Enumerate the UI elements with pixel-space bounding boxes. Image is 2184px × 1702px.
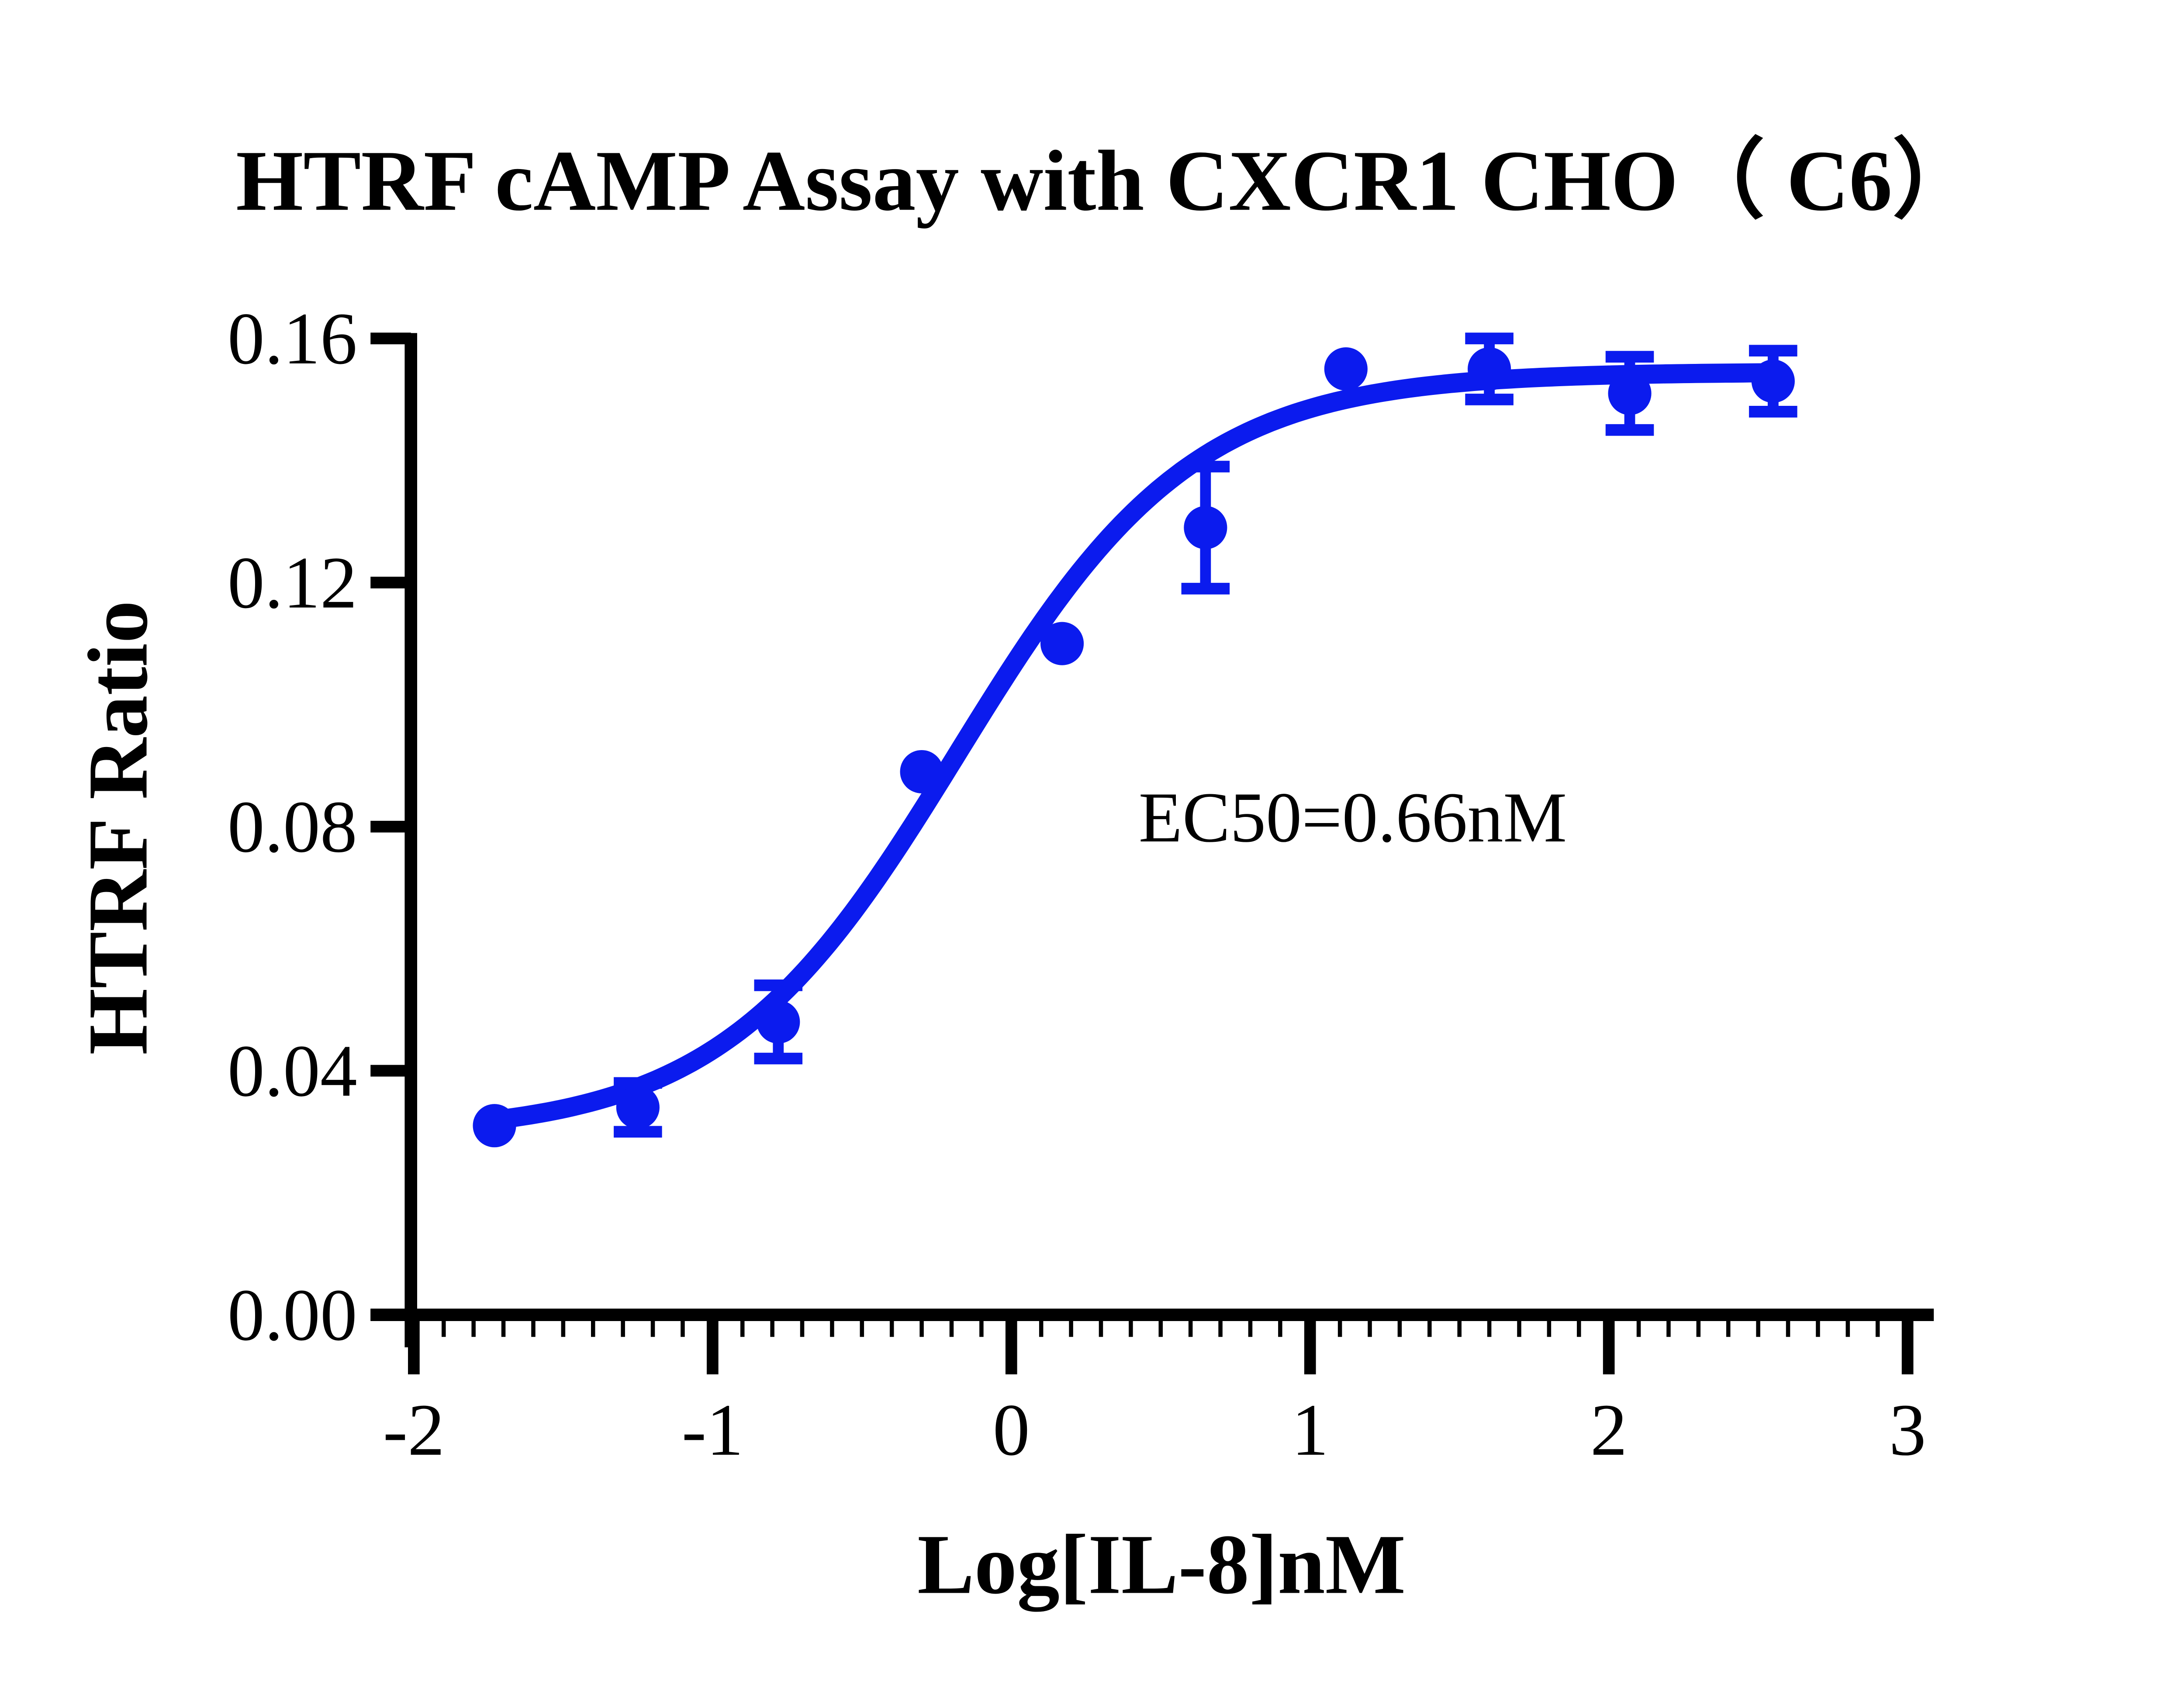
data-point-marker (1324, 347, 1368, 391)
x-tick-label: -2 (383, 1389, 445, 1471)
data-point-marker (616, 1086, 660, 1129)
error-bars (614, 332, 1797, 1138)
x-axis-title: Log[IL-8]nM (917, 1517, 1406, 1612)
x-tick-label: 3 (1889, 1389, 1926, 1471)
x-tick-label: 1 (1292, 1389, 1329, 1471)
data-point-marker (1468, 347, 1511, 391)
data-point-marker (900, 750, 943, 794)
y-tick-label: 0.16 (228, 298, 357, 380)
y-tick-label: 0.08 (228, 785, 357, 868)
y-tick-label: 0.04 (228, 1030, 357, 1112)
x-tick-label: 0 (993, 1389, 1030, 1471)
data-point-marker (757, 1000, 800, 1044)
x-axis-minor-ticks (442, 1321, 1880, 1337)
y-axis-tick-labels: 0.00 0.04 0.08 0.12 0.16 (228, 298, 357, 1356)
ec50-annotation: EC50=0.66nM (1139, 778, 1567, 857)
data-point-marker (1608, 371, 1652, 415)
fit-curve (485, 363, 1783, 1130)
data-points (473, 347, 1795, 1148)
data-point-marker (473, 1104, 516, 1148)
dose-response-curve (485, 363, 1783, 1130)
x-tick-label: 2 (1590, 1389, 1628, 1471)
data-point-marker (1184, 506, 1227, 550)
data-point-marker (1040, 622, 1084, 665)
y-tick-label: 0.12 (228, 542, 357, 624)
y-axis-title: HTRF Ratio (71, 601, 165, 1055)
data-point-marker (1751, 359, 1795, 403)
y-tick-label: 0.00 (228, 1274, 357, 1356)
x-axis-tick-labels: -2 -1 0 1 2 3 (383, 1389, 1926, 1471)
chart-title: HTRF cAMP Assay with CXCR1 CHO（ C6） (236, 132, 1979, 228)
x-tick-label: -1 (682, 1389, 743, 1471)
